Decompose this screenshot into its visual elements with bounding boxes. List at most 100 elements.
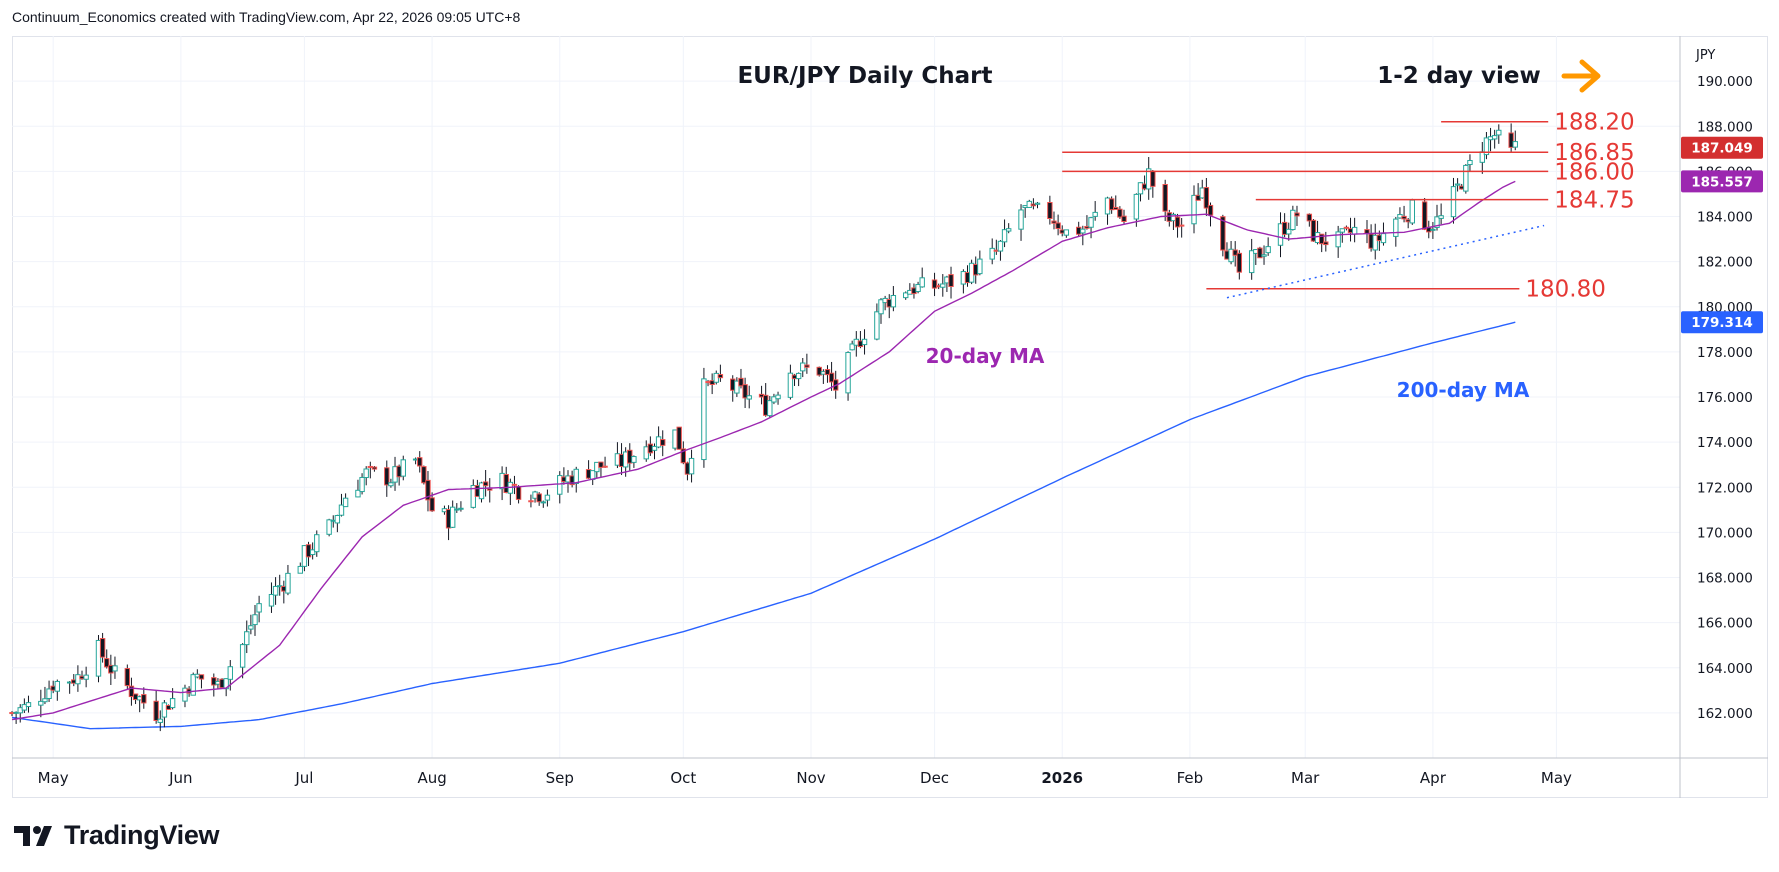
y-tick-label: 188.000 xyxy=(1697,119,1753,135)
price-tag-label: 187.049 xyxy=(1691,141,1753,157)
candle-body xyxy=(573,468,579,485)
candle-body xyxy=(1351,226,1358,235)
candle-body xyxy=(272,585,279,596)
candle-body xyxy=(734,380,740,394)
candle-body xyxy=(42,698,48,703)
candle-body xyxy=(861,338,868,346)
candle-body xyxy=(95,639,102,677)
candle-body xyxy=(742,384,748,399)
candle-body xyxy=(388,482,394,487)
y-tick-label: 174.000 xyxy=(1697,435,1753,451)
candle-body xyxy=(248,625,254,630)
level-label: 188.20 xyxy=(1554,110,1634,136)
candle-body xyxy=(256,603,262,613)
candle-body xyxy=(141,694,147,704)
candle-body xyxy=(1409,199,1415,224)
candle-body xyxy=(1343,226,1350,229)
x-tick-label: Sep xyxy=(546,769,574,787)
candle-body xyxy=(1261,254,1267,257)
candle-body xyxy=(890,294,897,308)
candle-body xyxy=(297,565,303,574)
y-tick-label: 178.000 xyxy=(1697,345,1753,361)
candle-body xyxy=(252,614,258,626)
candle-body xyxy=(1018,209,1024,230)
x-tick-label: Dec xyxy=(920,769,949,787)
candle-body xyxy=(334,515,341,524)
candle-body xyxy=(688,457,695,475)
candle-body xyxy=(417,457,423,467)
trendline-layer xyxy=(1226,224,1545,299)
candle-body xyxy=(948,274,954,287)
candle-body xyxy=(1005,228,1012,232)
candle-body xyxy=(989,247,995,260)
ma200-line xyxy=(11,321,1516,730)
view-label: 1-2 day view xyxy=(1377,63,1541,89)
candle-body xyxy=(540,501,546,504)
candle-body xyxy=(919,277,925,288)
candle-body xyxy=(1483,137,1490,156)
candle-body xyxy=(903,292,909,299)
candle-body xyxy=(717,374,724,379)
candle-body xyxy=(157,718,163,723)
candle-body xyxy=(314,534,320,553)
candle-body xyxy=(1121,215,1127,222)
candle-body xyxy=(1496,129,1502,136)
candle-body xyxy=(1372,234,1378,251)
ma20-line xyxy=(11,180,1516,721)
candle-body xyxy=(874,311,880,340)
chart-title: EUR/JPY Daily Chart xyxy=(737,63,992,89)
candle-body xyxy=(326,519,332,535)
candle-body xyxy=(384,467,390,486)
candle-body xyxy=(795,372,802,380)
candle-body xyxy=(544,494,551,501)
candle-body xyxy=(268,594,275,607)
candle-body xyxy=(104,658,110,668)
x-tick-label: Mar xyxy=(1291,769,1320,787)
y-tick-label: 164.000 xyxy=(1697,661,1753,677)
candle-body xyxy=(363,468,369,479)
candle-body xyxy=(1491,135,1498,140)
candle-body xyxy=(338,504,345,516)
candle-body xyxy=(1092,211,1098,217)
candle-body xyxy=(198,674,205,680)
candle-body xyxy=(478,482,485,500)
candle-body xyxy=(1463,164,1469,192)
candle-body xyxy=(849,343,855,351)
candle-body xyxy=(676,426,682,450)
x-tick-label: Jul xyxy=(294,769,313,787)
arrow-right-icon xyxy=(1561,59,1601,93)
candle-body xyxy=(828,372,835,383)
tradingview-logo-text: TradingView xyxy=(64,820,220,850)
candle-body xyxy=(804,364,810,368)
candle-body xyxy=(421,466,427,484)
candle-body xyxy=(46,688,52,699)
candle-body xyxy=(161,702,168,718)
chart-frame xyxy=(12,36,1768,798)
level-label: 186.85 xyxy=(1554,140,1634,166)
candle-body xyxy=(1290,209,1296,231)
x-tick-label: May xyxy=(1541,769,1572,787)
candle-body xyxy=(1323,241,1329,246)
candle-body xyxy=(651,445,658,451)
candle-body xyxy=(1117,208,1123,218)
candle-body xyxy=(1232,249,1238,256)
candle-body xyxy=(631,456,637,463)
candle-body xyxy=(915,284,921,292)
candle-body xyxy=(997,240,1004,252)
candle-body xyxy=(244,631,250,646)
x-tick-label: Aug xyxy=(417,769,446,787)
candle-body xyxy=(1421,201,1428,230)
candle-body xyxy=(680,448,687,464)
candle-body xyxy=(1203,187,1210,209)
candle-body xyxy=(1034,202,1041,205)
tradingview-logo[interactable]: TradingView xyxy=(14,820,220,851)
candle-body xyxy=(1001,229,1008,243)
y-tick-label: 170.000 xyxy=(1697,525,1753,541)
currency-label: JPY xyxy=(1695,48,1715,63)
legend-ma200: 200-day MA xyxy=(1397,378,1530,402)
candle-body xyxy=(38,700,44,706)
candle-body xyxy=(1393,218,1399,237)
candle-body xyxy=(458,507,464,510)
